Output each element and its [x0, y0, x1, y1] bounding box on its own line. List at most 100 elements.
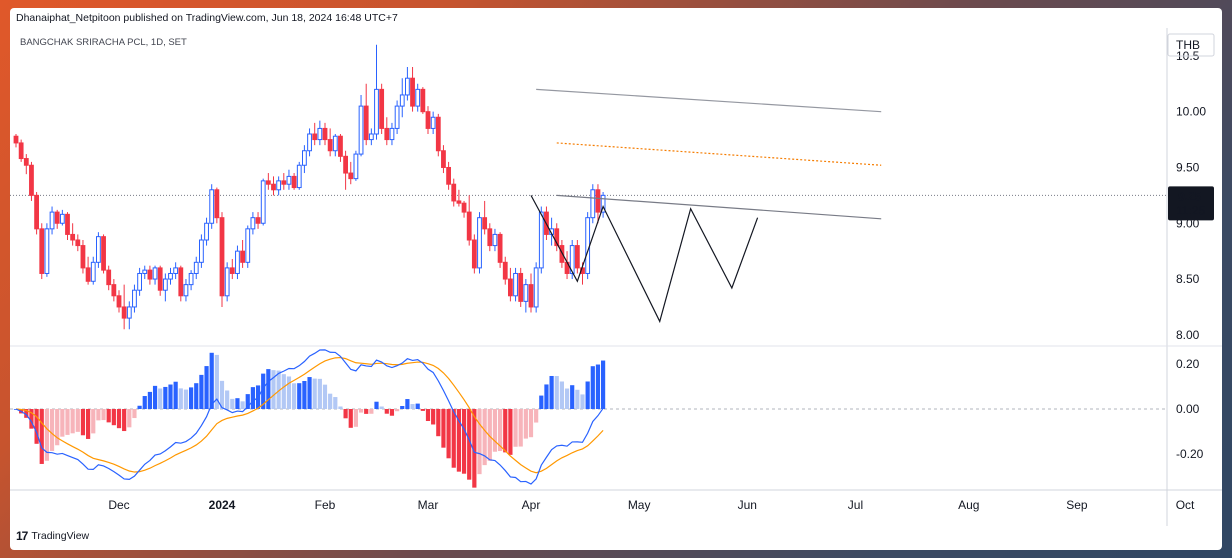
candle-body — [559, 245, 565, 263]
time-tick-label: Dec — [108, 498, 129, 512]
candle — [116, 290, 122, 313]
candle — [471, 234, 477, 274]
candle-body — [353, 153, 359, 180]
candle-body — [75, 239, 81, 247]
chart-canvas[interactable]: 10.510.009.509.008.508.00THB0.200.00-0.2… — [10, 8, 1222, 550]
candle — [410, 67, 415, 112]
candle — [415, 83, 421, 112]
candle-body — [255, 217, 261, 224]
macd-histogram-bar — [24, 409, 29, 418]
chart-frame: 10.5 10.00 9.50 9.00 8.50 8.00 THB 0.20 0.00 -0.2… — [10, 8, 1222, 550]
candle — [456, 189, 462, 207]
candle — [482, 200, 488, 235]
candle-body — [271, 183, 276, 191]
candle-body — [574, 245, 580, 269]
candle-body — [374, 88, 379, 135]
candle — [34, 192, 40, 235]
macd-histogram-bar — [204, 366, 209, 409]
candle — [126, 301, 132, 330]
candle — [132, 284, 137, 313]
time-tick-label: 2024 — [209, 498, 236, 512]
macd-histogram-bar — [369, 409, 374, 414]
macd-histogram-bar — [178, 388, 183, 409]
currency-label: THB — [1176, 38, 1200, 52]
candle — [533, 262, 539, 313]
macd-histogram-bar — [508, 409, 513, 455]
macd-histogram-bar — [199, 374, 204, 409]
macd-histogram-bar — [214, 354, 219, 409]
macd-histogram-bar — [34, 409, 39, 444]
candle — [394, 100, 400, 134]
candle — [235, 245, 240, 280]
candle-body — [111, 284, 117, 297]
candle — [466, 195, 472, 246]
trendline — [556, 142, 882, 166]
macd-histogram-bar — [549, 375, 554, 409]
candle-body — [157, 267, 163, 291]
candle — [338, 134, 343, 162]
candle-body — [121, 306, 127, 319]
candle-body — [106, 269, 112, 286]
macd-histogram-bar — [194, 383, 199, 409]
tradingview-logo-icon: 17 — [16, 529, 28, 543]
candle-body — [260, 180, 266, 224]
time-tick-label: Aug — [958, 498, 979, 512]
macd-histogram-bar — [116, 409, 122, 429]
candle — [229, 258, 235, 280]
candle-body — [513, 272, 518, 297]
macd-histogram-bar — [523, 409, 528, 439]
macd-tick-label: 0.20 — [1176, 357, 1200, 371]
macd-histogram-bar — [374, 401, 379, 409]
macd-tick-label: 0.00 — [1176, 402, 1200, 416]
candle — [265, 173, 271, 190]
candle-body — [389, 127, 395, 141]
macd-line — [15, 349, 604, 485]
macd-histogram-bar — [564, 388, 570, 409]
candle-body — [229, 267, 235, 274]
macd-histogram-bar — [96, 409, 101, 421]
macd-histogram-bar — [364, 409, 369, 414]
candle-body — [80, 245, 86, 269]
candle-body — [405, 77, 410, 96]
macd-histogram-bar — [498, 409, 503, 452]
macd-histogram-bar — [431, 409, 436, 425]
candle — [353, 150, 359, 181]
candle-body — [29, 164, 34, 196]
candle-body — [85, 267, 91, 282]
candle-body — [204, 222, 209, 241]
candle-body — [523, 284, 529, 302]
macd-histogram-bar — [152, 385, 158, 409]
macd-histogram-bar — [425, 409, 431, 422]
candle — [240, 240, 245, 268]
candle — [343, 150, 349, 190]
candle — [425, 106, 431, 134]
candle-body — [312, 133, 318, 141]
macd-histogram-bar — [554, 376, 559, 409]
macd-histogram-bar — [513, 409, 518, 447]
candle-body — [250, 217, 256, 230]
macd-histogram-bar — [585, 381, 590, 409]
candle-body — [317, 127, 323, 141]
candle — [502, 256, 508, 285]
macd-histogram-bar — [158, 388, 163, 409]
candle — [276, 176, 282, 196]
candle — [44, 223, 50, 277]
macd-histogram-bar — [75, 409, 80, 432]
macd-histogram-bar — [358, 409, 364, 413]
macd-histogram-bar — [467, 409, 472, 480]
macd-histogram-bar — [65, 409, 70, 435]
candle-body — [600, 194, 606, 213]
tradingview-logo[interactable]: 17 TradingView — [16, 529, 89, 543]
candle-body — [96, 236, 101, 263]
macd-histogram-bar — [441, 409, 446, 448]
macd-histogram-bar — [219, 380, 225, 409]
macd-histogram-bar — [446, 409, 451, 459]
macd-histogram-bar — [338, 406, 343, 409]
candles-group — [13, 44, 606, 330]
candle-body — [466, 211, 472, 241]
price-tick-label: 8.00 — [1176, 328, 1200, 342]
candle — [214, 187, 220, 224]
time-tick-label: Jul — [848, 498, 863, 512]
candle-body — [188, 272, 194, 286]
candle — [121, 284, 127, 330]
